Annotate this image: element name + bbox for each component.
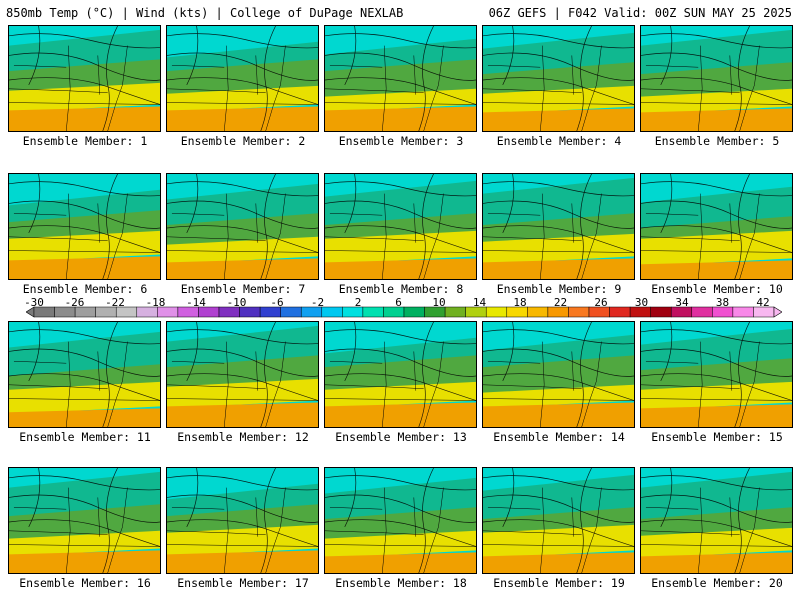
ensemble-map-9 (482, 173, 635, 280)
temperature-colorbar (26, 306, 782, 318)
ensemble-map-13 (324, 321, 477, 428)
member-label-9: Ensemble Member: 9 (496, 282, 622, 296)
colorbar-tick-label: -2 (310, 296, 325, 309)
ensemble-map-3 (324, 25, 477, 132)
colorbar-tick-label: -26 (64, 296, 85, 309)
member-label-7: Ensemble Member: 7 (180, 282, 306, 296)
member-label-17: Ensemble Member: 17 (177, 576, 309, 590)
valid-time: 06Z GEFS | F042 Valid: 00Z SUN MAY 25 20… (488, 6, 792, 20)
ensemble-map-2 (166, 25, 319, 132)
colorbar-tick-label: -14 (186, 296, 206, 309)
colorbar-tick-label: -22 (105, 296, 125, 309)
chart-title: 850mb Temp (°C) | Wind (kts) | College o… (6, 6, 404, 20)
member-label-1: Ensemble Member: 1 (22, 134, 148, 148)
ensemble-map-15 (640, 321, 793, 428)
ensemble-map-16 (8, 467, 161, 574)
ensemble-map-18 (324, 467, 477, 574)
ensemble-map-7 (166, 173, 319, 280)
ensemble-map-1 (8, 25, 161, 132)
colorbar-tick-label: -6 (270, 296, 284, 309)
member-label-16: Ensemble Member: 16 (19, 576, 151, 590)
colorbar-tick-label: 2 (354, 296, 362, 309)
ensemble-map-4 (482, 25, 635, 132)
colorbar-tick-label: -18 (145, 296, 166, 309)
ensemble-map-10 (640, 173, 793, 280)
member-label-18: Ensemble Member: 18 (335, 576, 467, 590)
ensemble-map-5 (640, 25, 793, 132)
member-label-12: Ensemble Member: 12 (177, 430, 309, 444)
member-label-8: Ensemble Member: 8 (338, 282, 464, 296)
ensemble-map-20 (640, 467, 793, 574)
ensemble-map-6 (8, 173, 161, 280)
member-label-14: Ensemble Member: 14 (493, 430, 625, 444)
member-label-13: Ensemble Member: 13 (335, 430, 467, 444)
colorbar-tick-label: 42 (756, 296, 770, 309)
member-label-11: Ensemble Member: 11 (19, 430, 151, 444)
colorbar-tick-label: 38 (715, 296, 730, 309)
colorbar-tick-label: -30 (24, 296, 44, 309)
colorbar-labels: -30 -26 -22 -18 -14 -10 -6 -2 2 6 10 14 18 22 26 30 34 38… (0, 296, 800, 309)
ensemble-map-8 (324, 173, 477, 280)
member-label-6: Ensemble Member: 6 (22, 282, 148, 296)
ensemble-map-14 (482, 321, 635, 428)
colorbar-tick-label: 26 (594, 296, 608, 309)
member-label-4: Ensemble Member: 4 (496, 134, 622, 148)
colorbar-tick-label: 10 (432, 296, 446, 309)
member-label-2: Ensemble Member: 2 (180, 134, 306, 148)
member-label-10: Ensemble Member: 10 (651, 282, 783, 296)
colorbar-tick-label: 34 (675, 296, 689, 309)
ensemble-map-19 (482, 467, 635, 574)
ensemble-map-17 (166, 467, 319, 574)
colorbar-tick-label: 6 (395, 296, 402, 309)
member-label-5: Ensemble Member: 5 (654, 134, 780, 148)
colorbar-tick-label: -10 (226, 296, 247, 309)
colorbar-tick-label: 14 (472, 296, 487, 309)
colorbar-tick-label: 30 (634, 296, 649, 309)
member-label-19: Ensemble Member: 19 (493, 576, 625, 590)
member-label-15: Ensemble Member: 15 (651, 430, 783, 444)
colorbar-tick-label: 22 (553, 296, 568, 309)
member-label-20: Ensemble Member: 20 (651, 576, 783, 590)
ensemble-map-11 (8, 321, 161, 428)
ensemble-map-12 (166, 321, 319, 428)
member-label-3: Ensemble Member: 3 (338, 134, 464, 148)
colorbar-tick-label: 18 (513, 296, 527, 309)
